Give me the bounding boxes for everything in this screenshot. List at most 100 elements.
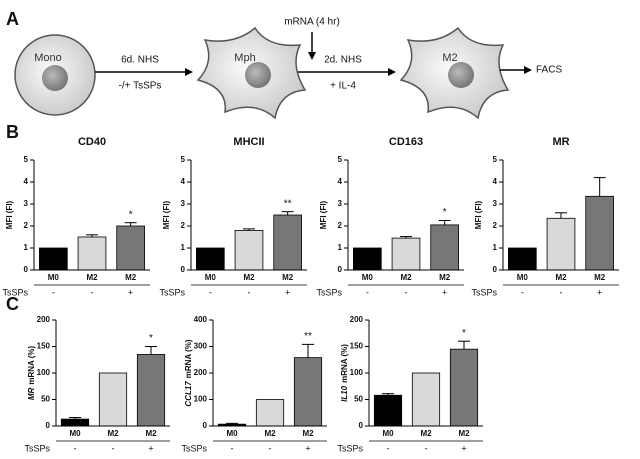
arrow-head <box>388 68 396 76</box>
bar <box>293 357 323 427</box>
y-tick-label: 50 <box>354 395 363 404</box>
panel-label: B <box>6 122 19 142</box>
bar <box>273 214 302 271</box>
bar <box>116 225 145 271</box>
y-tick-label: 200 <box>37 315 51 324</box>
x-tick-label: M2 <box>107 429 119 438</box>
cell-label: Mph <box>234 52 255 64</box>
treatment-label: TsSPs <box>316 287 342 297</box>
y-tick-label: 3 <box>493 199 498 208</box>
x-tick-label: M2 <box>302 429 314 438</box>
y-tick-label: 5 <box>24 155 29 164</box>
significance: * <box>149 333 153 344</box>
y-tick-label: 2 <box>181 221 186 230</box>
treatment-value: - <box>231 443 234 453</box>
y-tick-label: 2 <box>24 221 29 230</box>
y-tick-label: 0 <box>181 265 186 274</box>
y-tick-label: 1 <box>181 243 186 252</box>
bar <box>39 247 68 271</box>
y-axis-label: IL10 mRNA (%) <box>340 344 349 402</box>
significance: ** <box>304 331 312 342</box>
bar <box>391 237 421 271</box>
y-tick-label: 0 <box>24 265 29 274</box>
y-tick-label: 0 <box>493 265 498 274</box>
x-tick-label: M2 <box>594 273 606 282</box>
gene-name: IL10 <box>340 385 349 402</box>
treatment-value: - <box>560 287 563 297</box>
treatment-label: TsSPs <box>471 287 497 297</box>
significance: * <box>443 207 447 218</box>
y-tick-label: 50 <box>41 395 50 404</box>
y-tick-label: 0 <box>46 421 51 430</box>
y-tick-label: 2 <box>493 221 498 230</box>
bar <box>449 348 479 427</box>
treatment-value: + <box>442 287 447 297</box>
y-tick-label: 2 <box>338 221 343 230</box>
y-tick-label: 3 <box>338 199 343 208</box>
y-tick-label: 1 <box>338 243 343 252</box>
bar <box>98 372 128 427</box>
y-tick-label: 4 <box>181 177 186 186</box>
treatment-value: - <box>248 287 251 297</box>
gene-name: CCL17 <box>184 381 193 407</box>
x-tick-label: M0 <box>69 429 81 438</box>
bar <box>60 418 90 427</box>
y-tick-label: 5 <box>338 155 343 164</box>
bar <box>373 394 403 427</box>
gene-name: MR <box>27 387 36 400</box>
x-tick-label: M0 <box>362 273 374 282</box>
treatment-value: - <box>74 443 77 453</box>
y-tick-label: 3 <box>181 199 186 208</box>
x-tick-label: M2 <box>458 429 470 438</box>
chart-title: CD163 <box>389 136 423 148</box>
y-tick-label: 4 <box>493 177 498 186</box>
x-tick-label: M0 <box>48 273 60 282</box>
x-tick-label: M2 <box>86 273 98 282</box>
treatment-value: - <box>269 443 272 453</box>
chart-title: MHCII <box>233 136 264 148</box>
treatment-label: TsSPs <box>24 443 50 453</box>
bar <box>77 236 107 271</box>
y-axis-label-part: mRNA (%) <box>184 339 193 378</box>
x-tick-label: M2 <box>420 429 432 438</box>
x-tick-label: M0 <box>382 429 394 438</box>
treatment-value: - <box>366 287 369 297</box>
y-axis-label-part: mRNA (%) <box>340 344 349 383</box>
y-tick-label: 400 <box>194 315 208 324</box>
y-tick-label: 0 <box>359 421 364 430</box>
x-tick-label: M2 <box>264 429 276 438</box>
y-axis-label: MFI (FI) <box>319 200 328 229</box>
treatment-value: + <box>128 287 133 297</box>
treatment-label: TsSPs <box>337 443 363 453</box>
y-tick-label: 1 <box>493 243 498 252</box>
arrow-head <box>308 52 316 60</box>
bar <box>585 195 614 271</box>
y-tick-label: 300 <box>194 342 208 351</box>
step-label: 2d. NHS <box>324 55 362 66</box>
y-axis-label: MR mRNA (%) <box>27 346 36 401</box>
y-tick-label: 3 <box>24 199 29 208</box>
step-label: + IL-4 <box>330 81 356 92</box>
diagram: Mono 6d. NHS -/+ TsSPs Mph mRNA (4 hr) 2… <box>14 17 562 120</box>
treatment-value: - <box>91 287 94 297</box>
x-tick-label: M2 <box>282 273 294 282</box>
y-tick-label: 150 <box>37 342 51 351</box>
nucleus <box>448 62 474 88</box>
y-tick-label: 150 <box>350 342 364 351</box>
step-label: 6d. NHS <box>121 55 159 66</box>
significance: * <box>462 328 466 339</box>
treatment-value: - <box>521 287 524 297</box>
y-tick-label: 4 <box>338 177 343 186</box>
treatment-value: - <box>405 287 408 297</box>
bar <box>546 217 576 271</box>
nucleus <box>42 65 68 91</box>
treatment-label: TsSPs <box>159 287 185 297</box>
bar <box>353 247 382 271</box>
bar <box>136 354 166 427</box>
treatment-value: - <box>209 287 212 297</box>
x-tick-label: M2 <box>555 273 567 282</box>
y-axis-label: MFI (FI) <box>162 200 171 229</box>
bar <box>430 224 459 271</box>
treatment-value: + <box>461 443 466 453</box>
